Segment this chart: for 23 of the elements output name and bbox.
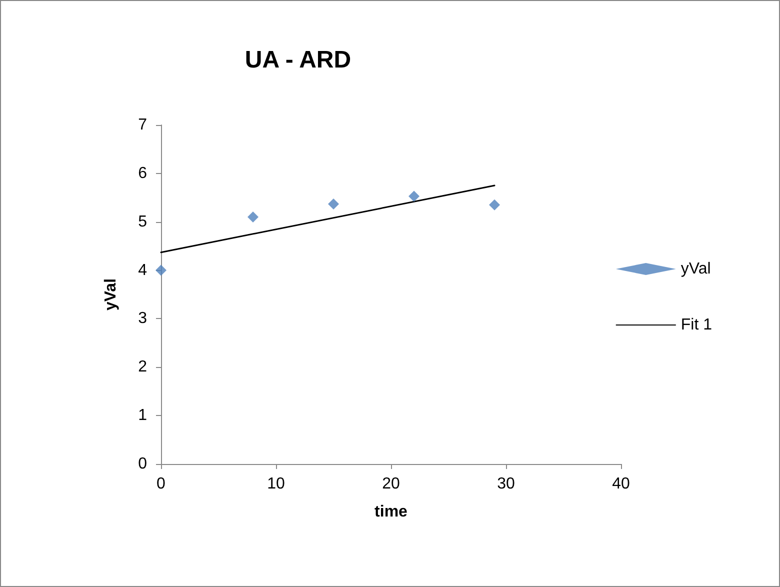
chart-title: UA - ARD bbox=[244, 46, 352, 74]
y-tick-label: 2 bbox=[138, 358, 148, 376]
y-tick-label: 7 bbox=[138, 116, 148, 134]
y-tick-label: 0 bbox=[138, 456, 148, 472]
y-axis-title: yVal bbox=[102, 278, 120, 311]
x-tick-label: 0 bbox=[156, 476, 166, 492]
y-tick-label: 1 bbox=[138, 407, 148, 424]
x-axis-title: time bbox=[374, 504, 408, 520]
point bbox=[328, 198, 339, 210]
x-tick-label: 20 bbox=[382, 476, 400, 492]
x-tick-label: 30 bbox=[497, 476, 515, 492]
x-tick-label: 10 bbox=[267, 476, 285, 492]
x-tick-label: 40 bbox=[612, 476, 630, 492]
point bbox=[156, 264, 166, 276]
y-tick-label: 5 bbox=[138, 213, 148, 230]
legend-label: Fit 1 bbox=[680, 316, 712, 334]
y-tick-label: 3 bbox=[138, 310, 148, 328]
point bbox=[248, 212, 258, 223]
point bbox=[408, 190, 420, 202]
y-tick-label: 4 bbox=[138, 262, 148, 279]
y-tick-label: 6 bbox=[138, 164, 148, 182]
point bbox=[489, 199, 500, 210]
legend-label: yVal bbox=[680, 260, 711, 278]
